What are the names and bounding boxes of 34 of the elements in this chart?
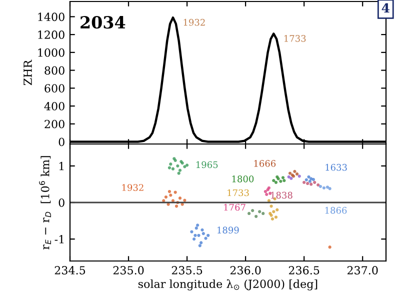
- y-tick-label: 0: [58, 198, 64, 207]
- text: 1932: [122, 184, 144, 191]
- y-tick-label: 1: [59, 162, 64, 170]
- y-axis-title: ZHR: [24, 60, 32, 86]
- annotation: 4: [382, 3, 390, 12]
- x-tick-label: 236.0: [230, 266, 261, 274]
- y-tick-label: 400: [44, 102, 64, 110]
- y-tick-label: 200: [44, 120, 64, 128]
- x-axis-title: solar longitude λ$_{⊙}$ (J2000) [deg]: [138, 279, 318, 290]
- series-label: 1666: [254, 160, 276, 167]
- y-tick-label: 1400: [38, 12, 64, 22]
- text: 2034: [80, 16, 126, 29]
- x-tick-label: 235.0: [113, 266, 144, 274]
- series-label: 1866: [325, 206, 347, 214]
- annotation: 1733: [284, 35, 306, 42]
- series-label: 1899: [218, 226, 239, 234]
- annotation: 1932: [184, 18, 205, 26]
- text: 1733: [228, 189, 249, 196]
- y-tick-label: -1: [54, 235, 64, 244]
- y-tick-label: 0: [58, 138, 64, 146]
- series-label: 1838: [271, 192, 292, 199]
- y-tick-label: 1200: [38, 30, 64, 39]
- y-tick-label: 1000: [38, 48, 64, 57]
- y-axis-title: r$_{E}$ − r$_{D}$ [10$^{6}$ km]: [39, 156, 51, 250]
- x-tick-label: 236.5: [288, 266, 320, 274]
- y-tick-label: 800: [44, 66, 64, 75]
- x-tick-label: 235.5: [172, 266, 202, 274]
- text: 1800: [232, 176, 254, 182]
- series-label: 1633: [326, 164, 347, 171]
- x-tick-label: 237.0: [347, 266, 378, 274]
- x-tick-label: 234.5: [54, 266, 86, 274]
- y-tick-label: 600: [44, 84, 64, 93]
- series-label: 1965: [196, 161, 218, 168]
- text: 1767: [224, 204, 246, 211]
